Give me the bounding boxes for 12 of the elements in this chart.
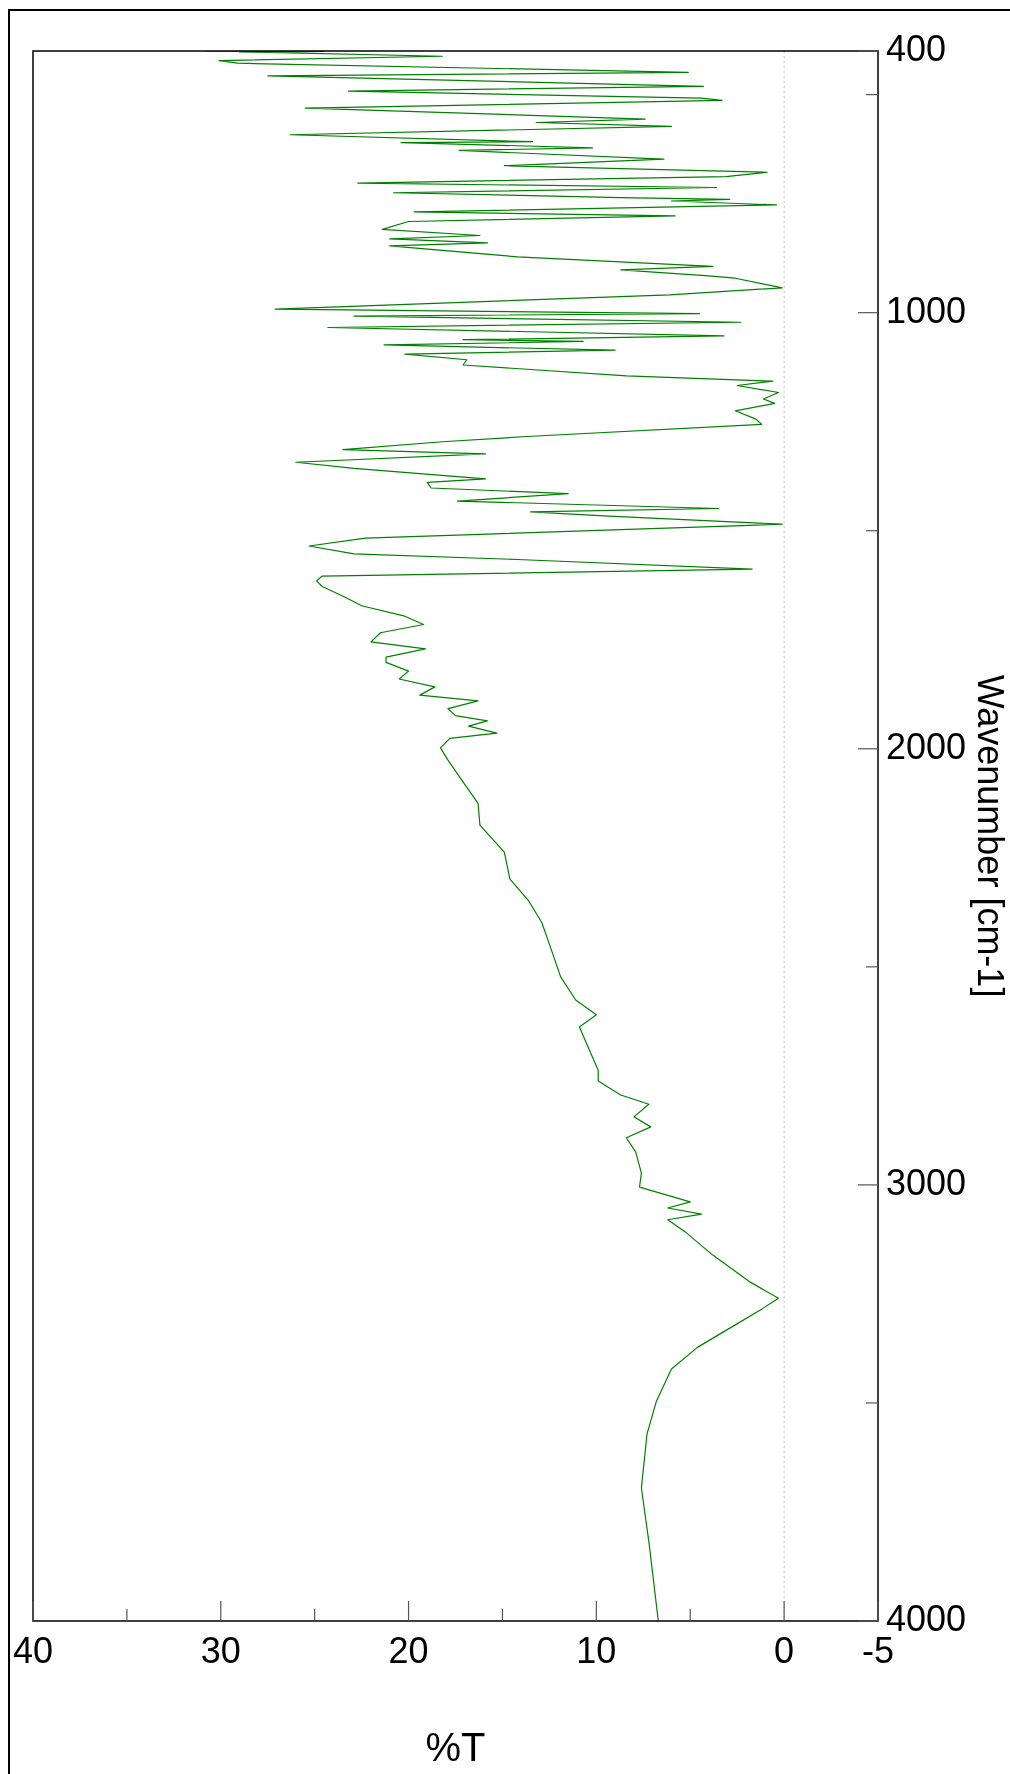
- x-axis-title: %T: [425, 1725, 486, 1770]
- x-tick-label: 0: [774, 1629, 795, 1671]
- y-tick-label: 3000: [886, 1161, 967, 1203]
- x-tick-label: 20: [388, 1629, 429, 1671]
- x-tick-label: 10: [576, 1629, 617, 1671]
- y-tick-label: 400: [886, 27, 947, 69]
- x-tick-label: 30: [200, 1629, 241, 1671]
- y-tick-label: 2000: [886, 725, 967, 767]
- y-axis-title: Wavenumber [cm-1]: [970, 674, 1010, 998]
- x-tick-label: -5: [861, 1629, 895, 1671]
- y-tick-label: 1000: [886, 289, 967, 331]
- x-tick-label: 40: [12, 1629, 54, 1671]
